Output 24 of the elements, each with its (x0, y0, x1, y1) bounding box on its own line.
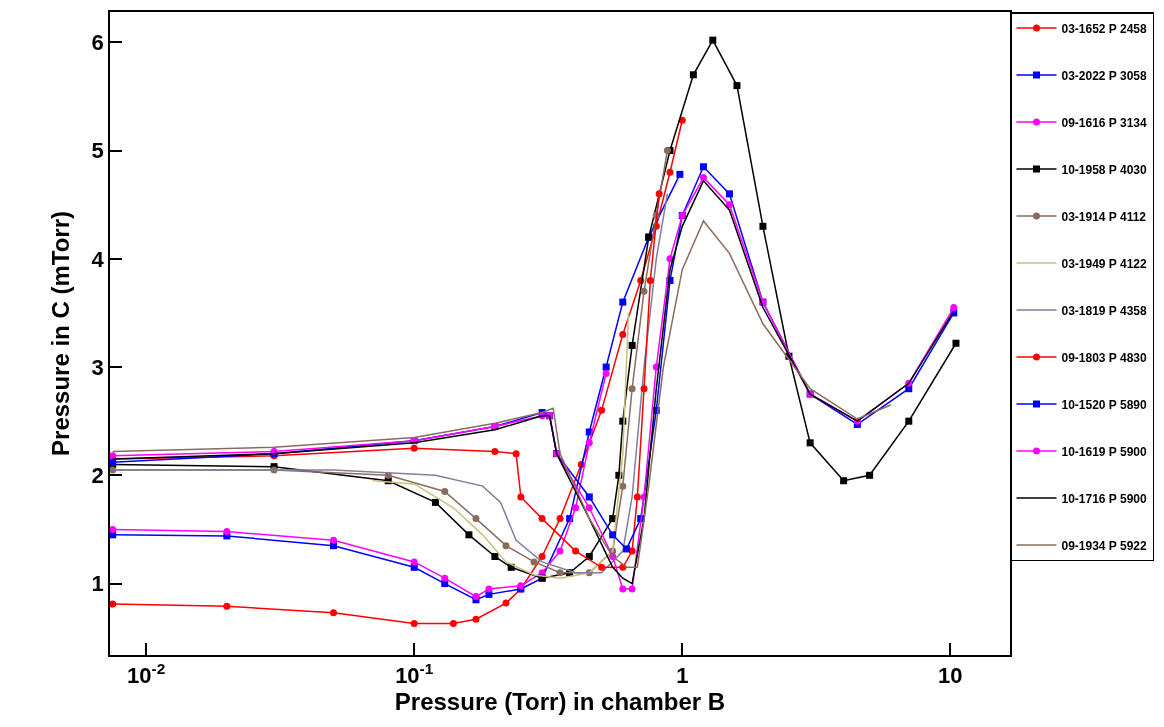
y-tick-label: 1 (91, 571, 104, 597)
legend-label: 10-1716 P 5900 (1061, 491, 1148, 506)
legend-label: 03-1819 P 4358 (1061, 303, 1148, 318)
y-tick-label: 5 (91, 138, 104, 164)
legend-label: 09-1934 P 5922 (1061, 538, 1148, 553)
legend-label: 03-1949 P 4122 (1061, 256, 1148, 271)
legend-label: 10-1520 P 5890 (1061, 397, 1148, 412)
x-tick-label: 10 (938, 663, 963, 689)
y-axis-title: Pressure in C (mTorr) (47, 211, 75, 456)
y-tick-label: 3 (91, 354, 104, 380)
legend-label: 03-2022 P 3058 (1061, 68, 1148, 83)
y-tick-label: 6 (91, 30, 104, 56)
legend-label: 03-1914 P 4112 (1061, 209, 1147, 224)
legend-label: 10-1958 P 4030 (1061, 162, 1148, 177)
legend-label: 09-1616 P 3134 (1061, 115, 1148, 130)
x-axis-title: Pressure (Torr) in chamber B (394, 688, 726, 716)
x-tick-label: 10$^{-2}$ (127, 659, 166, 689)
legend-label: 03-1652 P 2458 (1061, 21, 1148, 36)
legend-label: 09-1803 P 4830 (1061, 350, 1148, 365)
x-tick-label: 1 (676, 663, 689, 689)
y-tick-label: 2 (91, 463, 104, 489)
y-tick-label: 4 (91, 246, 105, 272)
legend-label: 10-1619 P 5900 (1061, 444, 1148, 459)
x-tick-label: 10$^{-1}$ (395, 659, 434, 689)
